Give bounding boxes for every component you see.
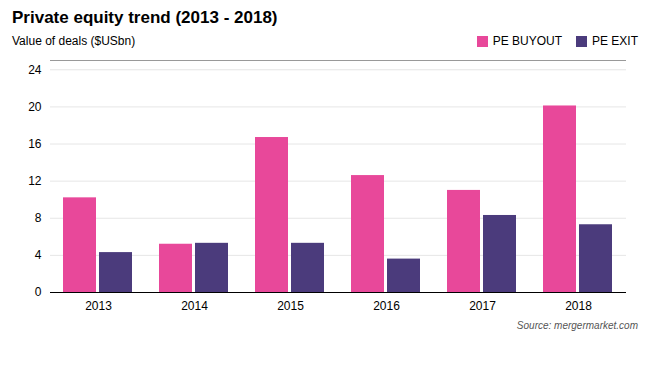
html-text:PE BUYOUT: PE BUYOUT xyxy=(492,34,562,48)
svg-text:2015: 2015 xyxy=(277,299,304,313)
svg-text:2016: 2016 xyxy=(373,299,400,313)
html-text:Value of deals ($USbn): Value of deals ($USbn) xyxy=(12,34,136,48)
svg-text:2018: 2018 xyxy=(565,299,592,313)
html-text:Private equity trend (2013 - 2: Private equity trend (2013 - 2018) xyxy=(12,8,278,27)
svg-text:2014: 2014 xyxy=(181,299,208,313)
html-text:Source: mergermarket.com: Source: mergermarket.com xyxy=(516,320,638,331)
svg-text:4: 4 xyxy=(35,248,42,262)
svg-text:0: 0 xyxy=(35,285,42,299)
svg-text:2017: 2017 xyxy=(469,299,496,313)
svg-text:12: 12 xyxy=(28,174,42,188)
svg-text:20: 20 xyxy=(28,100,42,114)
svg-text:8: 8 xyxy=(35,211,42,225)
svg-text:16: 16 xyxy=(28,137,42,151)
html-text:PE EXIT: PE EXIT xyxy=(592,34,638,48)
svg-text:2013: 2013 xyxy=(85,299,112,313)
svg-text:24: 24 xyxy=(28,63,42,77)
